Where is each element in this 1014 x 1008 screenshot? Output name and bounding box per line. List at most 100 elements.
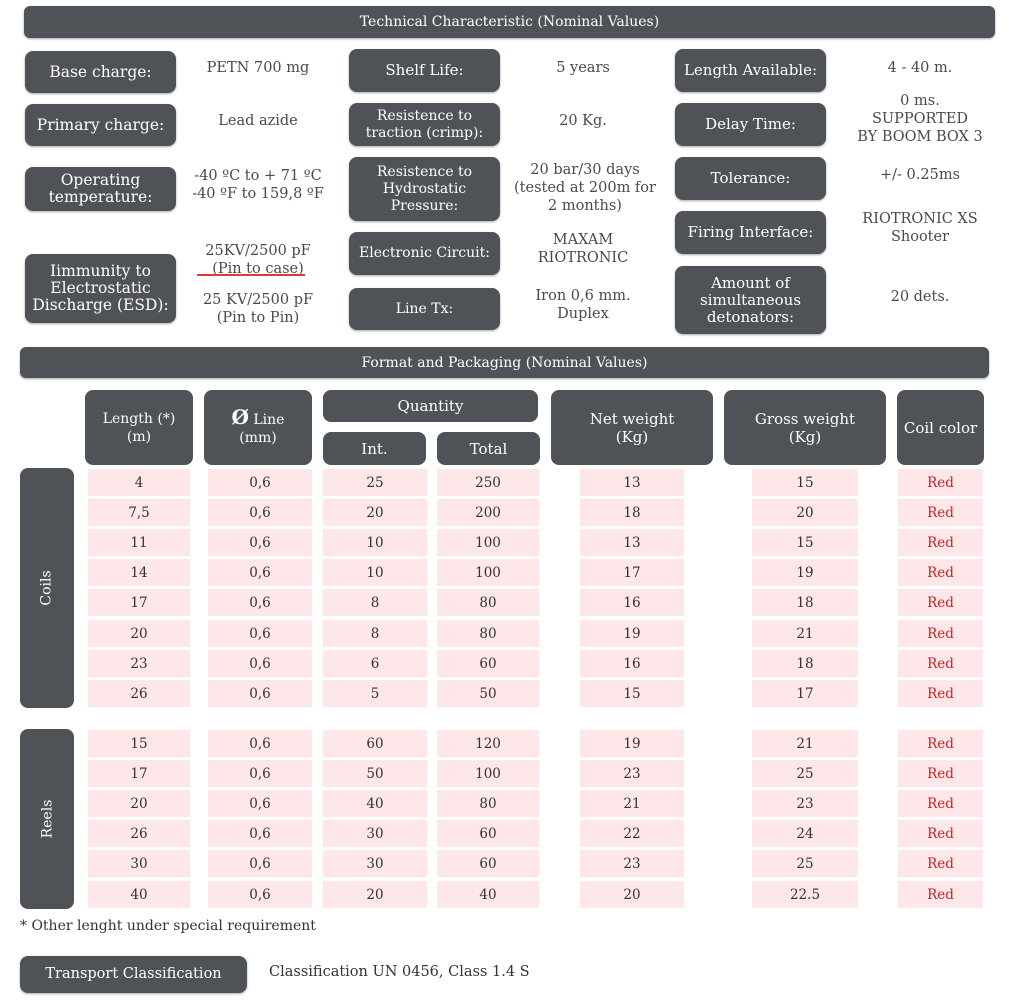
electronic-circuit-label: Electronic Circuit: <box>349 232 500 275</box>
gross-weight-cell: 15 <box>752 529 858 556</box>
gross-weight-cell: 18 <box>752 589 858 616</box>
quantity-int-cell: 40 <box>323 790 427 817</box>
shelf-life-label: Shelf Life: <box>349 49 500 92</box>
reels-label-text: Reels <box>39 799 55 839</box>
firing-interface-label: Firing Interface: <box>675 211 826 254</box>
coil-color-cell: Red <box>898 589 983 616</box>
gross-weight-cell: 21 <box>752 620 858 647</box>
length-cell: 11 <box>88 529 190 556</box>
line-diameter-cell: 0,6 <box>208 559 312 586</box>
gross-weight-cell: 15 <box>752 469 858 496</box>
coil-color-cell: Red <box>898 529 983 556</box>
esd-pin-to-pin-value: 25 KV/2500 pF (Pin to Pin) <box>202 292 314 326</box>
length-cell: 23 <box>88 650 190 677</box>
length-cell: 26 <box>88 820 190 847</box>
line-diameter-cell: 0,6 <box>208 620 312 647</box>
gross-weight-cell: 22.5 <box>752 881 858 908</box>
quantity-total-cell: 100 <box>437 760 539 787</box>
header-quantity-int: Int. <box>323 432 426 465</box>
length-available-label: Length Available: <box>675 49 826 92</box>
gross-weight-cell: 23 <box>752 790 858 817</box>
firing-interface-value: RIOTRONIC XS Shooter <box>862 211 978 245</box>
length-cell: 4 <box>88 469 190 496</box>
tolerance-value: +/- 0.25ms <box>879 167 961 183</box>
coil-color-cell: Red <box>898 559 983 586</box>
length-cell: 15 <box>88 730 190 757</box>
coils-group-label: Coils <box>20 468 74 708</box>
coil-color-cell: Red <box>898 650 983 677</box>
shelf-life-value: 5 years <box>556 60 610 76</box>
packaging-section-title: Format and Packaging (Nominal Values) <box>20 347 989 378</box>
net-weight-cell: 13 <box>580 469 684 496</box>
quantity-int-cell: 30 <box>323 820 427 847</box>
line-diameter-cell: 0,6 <box>208 820 312 847</box>
reels-group-label: Reels <box>20 729 74 909</box>
simultaneous-detonators-value: 20 dets. <box>890 289 950 305</box>
esd-immunity-label: Iimmunity to Electrostatic Discharge (ES… <box>25 254 176 323</box>
quantity-int-cell: 10 <box>323 529 427 556</box>
quantity-int-cell: 60 <box>323 730 427 757</box>
net-weight-cell: 17 <box>580 559 684 586</box>
quantity-int-cell: 20 <box>323 881 427 908</box>
coil-color-cell: Red <box>898 790 983 817</box>
delay-time-value: 0 ms. SUPPORTED BY BOOM BOX 3 <box>857 93 983 145</box>
quantity-int-cell: 25 <box>323 469 427 496</box>
quantity-total-cell: 60 <box>437 850 539 877</box>
line-diameter-cell: 0,6 <box>208 730 312 757</box>
coil-color-cell: Red <box>898 730 983 757</box>
line-diameter-cell: 0,6 <box>208 469 312 496</box>
line-tx-value: Iron 0,6 mm. Duplex <box>535 288 631 322</box>
gross-weight-cell: 25 <box>752 850 858 877</box>
coil-color-cell: Red <box>898 499 983 526</box>
quantity-int-cell: 6 <box>323 650 427 677</box>
length-footnote: * Other lenght under special requirement <box>20 918 316 934</box>
quantity-total-cell: 250 <box>437 469 539 496</box>
line-diameter-cell: 0,6 <box>208 650 312 677</box>
quantity-int-cell: 8 <box>323 620 427 647</box>
net-weight-cell: 18 <box>580 499 684 526</box>
length-cell: 17 <box>88 589 190 616</box>
delay-time-label: Delay Time: <box>675 103 826 146</box>
packaging-title-text: Format and Packaging (Nominal Values) <box>361 354 648 371</box>
net-weight-cell: 23 <box>580 850 684 877</box>
coils-label-text: Coils <box>39 570 55 606</box>
quantity-total-cell: 60 <box>437 820 539 847</box>
length-cell: 30 <box>88 850 190 877</box>
line-diameter-cell: 0,6 <box>208 760 312 787</box>
net-weight-cell: 23 <box>580 760 684 787</box>
line-diameter-cell: 0,6 <box>208 790 312 817</box>
quantity-total-cell: 50 <box>437 680 539 707</box>
length-available-value: 4 - 40 m. <box>887 60 953 76</box>
line-tx-label: Line Tx: <box>349 288 500 330</box>
quantity-total-cell: 80 <box>437 620 539 647</box>
net-weight-cell: 16 <box>580 650 684 677</box>
quantity-int-cell: 5 <box>323 680 427 707</box>
operating-temperature-value: -40 ºC to + 71 ºC -40 ºF to 159,8 ºF <box>192 168 324 202</box>
electronic-circuit-value: MAXAM RIOTRONIC <box>537 232 629 266</box>
length-cell: 20 <box>88 620 190 647</box>
length-cell: 14 <box>88 559 190 586</box>
header-quantity-total: Total <box>437 432 540 465</box>
primary-charge-value: Lead azide <box>218 113 298 129</box>
coil-color-cell: Red <box>898 760 983 787</box>
gross-weight-cell: 24 <box>752 820 858 847</box>
net-weight-cell: 20 <box>580 881 684 908</box>
coil-color-cell: Red <box>898 680 983 707</box>
hydrostatic-pressure-label: Resistence to Hydrostatic Pressure: <box>349 157 500 221</box>
coil-color-cell: Red <box>898 881 983 908</box>
length-cell: 40 <box>88 881 190 908</box>
base-charge-label: Base charge: <box>25 51 176 93</box>
coil-color-cell: Red <box>898 620 983 647</box>
quantity-int-cell: 10 <box>323 559 427 586</box>
gross-weight-cell: 25 <box>752 760 858 787</box>
quantity-total-cell: 80 <box>437 589 539 616</box>
technical-section-title: Technical Characteristic (Nominal Values… <box>24 6 995 38</box>
line-diameter-cell: 0,6 <box>208 529 312 556</box>
net-weight-cell: 19 <box>580 620 684 647</box>
quantity-int-cell: 30 <box>323 850 427 877</box>
line-diameter-cell: 0,6 <box>208 680 312 707</box>
net-weight-cell: 21 <box>580 790 684 817</box>
primary-charge-label: Primary charge: <box>25 104 176 146</box>
header-net-weight: Net weight (Kg) <box>551 390 713 465</box>
transport-classification-label: Transport Classification <box>20 956 247 993</box>
